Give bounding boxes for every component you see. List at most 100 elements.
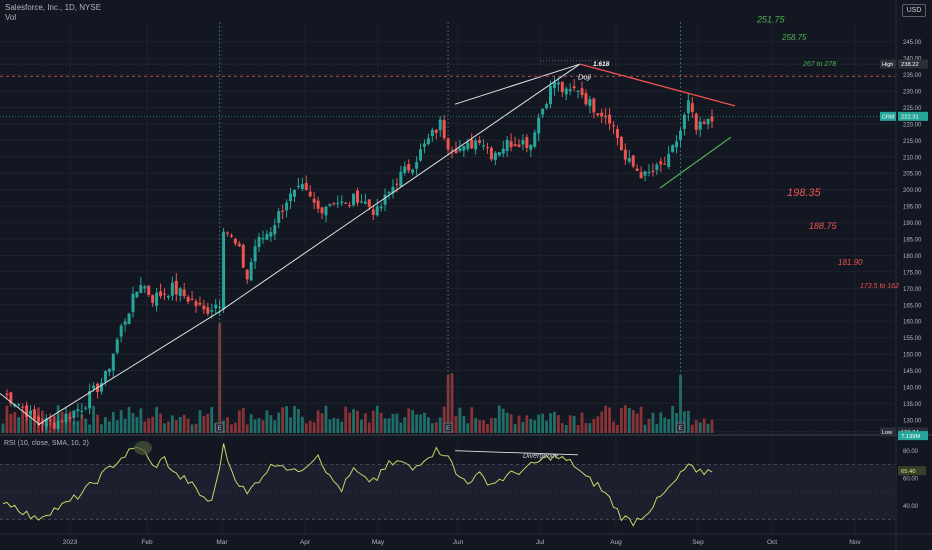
volume-bar: [616, 424, 619, 433]
currency-button[interactable]: USD: [902, 4, 926, 17]
candle-body: [170, 282, 174, 296]
candle-body: [194, 301, 198, 307]
volume-bar: [517, 415, 521, 433]
volume-bar: [33, 416, 36, 433]
candle-body: [710, 116, 714, 122]
volume-bar: [659, 412, 663, 433]
candle-body: [300, 184, 304, 189]
volume-bar: [592, 418, 596, 433]
volume-bar: [356, 410, 359, 433]
candle-body: [631, 155, 635, 167]
candle-body: [395, 183, 399, 185]
candle-body: [533, 132, 537, 147]
volume-bar: [683, 411, 686, 433]
volume-bar: [115, 420, 119, 433]
volume-bar: [155, 407, 159, 433]
volume-bar: [427, 417, 430, 433]
candle-body: [237, 243, 241, 247]
candle-body: [206, 307, 210, 314]
volume-bar: [710, 419, 714, 433]
candle-body: [344, 202, 348, 204]
volume-bar: [482, 420, 485, 433]
candle-body: [352, 193, 356, 206]
volume-bar: [340, 421, 344, 433]
price-tick-label: 175.00: [903, 270, 922, 276]
candle-body: [454, 149, 458, 154]
volume-bar: [285, 406, 288, 433]
time-tick-label: Apr: [300, 539, 311, 546]
candle-body: [222, 231, 226, 310]
volume-bar: [257, 418, 261, 433]
candle-body: [509, 141, 513, 148]
volume-bar: [663, 417, 667, 433]
volume-bar: [265, 410, 269, 433]
volume-bar: [5, 405, 9, 433]
candle-body: [182, 289, 186, 297]
rsi-tick-label: 80.00: [903, 449, 919, 455]
time-tick-label: Jun: [453, 539, 464, 546]
volume-bar: [194, 423, 198, 433]
volume-bar: [233, 422, 237, 433]
candle-body: [257, 237, 261, 248]
price-tick-label: 220.00: [903, 122, 922, 128]
candle-body: [415, 162, 419, 169]
volume-bar: [568, 415, 572, 433]
time-tick-label: Sep: [692, 539, 704, 546]
volume-bar: [159, 413, 162, 433]
volume-bar: [147, 418, 151, 433]
volume-bar: [604, 405, 608, 433]
candle-body: [635, 168, 639, 171]
candle-body: [241, 244, 245, 268]
candle-body: [29, 410, 33, 415]
volume-bar: [493, 418, 497, 433]
volume-bar: [686, 410, 690, 433]
candle-body: [387, 191, 391, 194]
volume-bar: [206, 413, 210, 433]
candle-body: [430, 130, 434, 137]
volume-bar: [237, 410, 241, 433]
price-tag-value-bg: [898, 431, 928, 441]
rsi-value-bg: [898, 466, 926, 476]
candle-body: [308, 191, 312, 197]
annotation-label: 1.618: [593, 61, 610, 68]
candle-body: [706, 118, 710, 125]
symbol-title[interactable]: Salesforce, Inc., 1D, NYSE: [5, 3, 102, 12]
volume-bar: [525, 415, 529, 433]
annotation-label: 173.5 to 162: [860, 283, 899, 290]
candle-body: [580, 88, 584, 96]
candle-body: [245, 269, 249, 280]
volume-bar: [88, 424, 92, 433]
candle-body: [485, 147, 489, 149]
divergence-label: Divergence: [523, 453, 559, 460]
volume-bar: [29, 414, 32, 433]
volume-bar: [537, 414, 541, 433]
candlestick-series: [5, 76, 714, 432]
volume-bar: [391, 413, 395, 433]
candle-body: [332, 203, 336, 205]
candle-body: [115, 339, 119, 353]
candle-body: [537, 117, 541, 134]
volume-bar: [411, 410, 415, 433]
candle-body: [166, 295, 170, 298]
volume-bar: [533, 420, 537, 433]
volume-bar: [505, 412, 509, 433]
price-tag-value: 222.31: [901, 115, 919, 121]
price-tick-label: 185.00: [903, 238, 922, 244]
divergence-line: [454, 450, 579, 456]
time-tick-label: Jul: [536, 539, 545, 546]
volume-bar: [584, 423, 588, 433]
candle-body: [33, 409, 37, 419]
candle-body: [265, 234, 269, 240]
volume-bar: [608, 407, 611, 433]
annotation-label: 251.75: [756, 15, 786, 25]
volume-bar: [202, 415, 206, 433]
volume-bar: [119, 410, 123, 433]
annotation-label: 181.90: [838, 258, 863, 267]
price-tick-label: 180.00: [903, 254, 922, 260]
volume-bar: [107, 421, 111, 433]
candle-body: [438, 119, 442, 131]
price-tick-label: 215.00: [903, 139, 922, 145]
candle-body: [588, 99, 592, 107]
candle-body: [643, 171, 647, 176]
candle-body: [292, 189, 296, 197]
